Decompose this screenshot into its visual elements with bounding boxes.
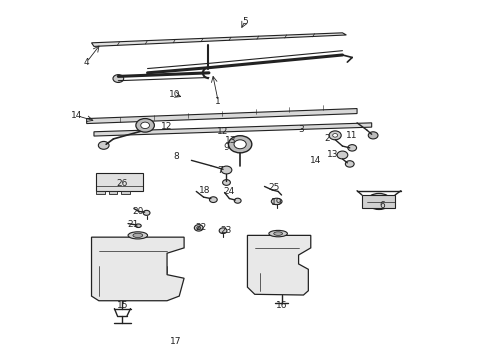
- Text: 17: 17: [170, 337, 182, 346]
- Text: 23: 23: [221, 226, 232, 235]
- Polygon shape: [92, 237, 184, 301]
- Ellipse shape: [269, 230, 288, 237]
- Text: 2: 2: [324, 134, 330, 143]
- Text: 12: 12: [218, 127, 229, 136]
- Bar: [109, 191, 117, 194]
- Ellipse shape: [337, 151, 348, 159]
- Text: 8: 8: [173, 152, 179, 161]
- Text: 20: 20: [132, 207, 144, 216]
- Bar: [362, 195, 395, 208]
- Bar: [121, 191, 129, 194]
- Polygon shape: [92, 33, 346, 46]
- Ellipse shape: [333, 134, 338, 137]
- Ellipse shape: [128, 232, 147, 239]
- Text: 1: 1: [215, 97, 221, 106]
- Text: 11: 11: [346, 131, 358, 140]
- Ellipse shape: [221, 166, 232, 174]
- Ellipse shape: [234, 140, 246, 149]
- Polygon shape: [87, 109, 357, 123]
- Ellipse shape: [371, 196, 387, 207]
- Text: 22: 22: [196, 222, 207, 231]
- Text: 4: 4: [84, 58, 90, 67]
- Bar: [97, 173, 143, 191]
- Polygon shape: [247, 235, 311, 295]
- Ellipse shape: [234, 198, 241, 203]
- Ellipse shape: [135, 224, 141, 228]
- Polygon shape: [94, 123, 372, 136]
- Ellipse shape: [209, 197, 217, 203]
- Ellipse shape: [98, 141, 109, 149]
- Text: 7: 7: [217, 166, 222, 175]
- Text: 5: 5: [242, 17, 248, 26]
- Text: 14: 14: [71, 111, 83, 120]
- Text: 16: 16: [276, 301, 287, 310]
- Ellipse shape: [274, 232, 283, 235]
- Ellipse shape: [222, 180, 230, 185]
- Ellipse shape: [345, 161, 354, 167]
- Text: 24: 24: [224, 187, 235, 196]
- Ellipse shape: [348, 145, 357, 151]
- Ellipse shape: [367, 193, 391, 210]
- Ellipse shape: [271, 198, 282, 204]
- Ellipse shape: [197, 226, 201, 229]
- Text: 13: 13: [327, 150, 339, 159]
- Text: 13: 13: [224, 136, 236, 145]
- Bar: [97, 191, 105, 194]
- Ellipse shape: [141, 122, 149, 129]
- Text: 19: 19: [271, 198, 282, 207]
- Ellipse shape: [368, 132, 378, 139]
- Text: 25: 25: [269, 183, 280, 192]
- Text: 21: 21: [127, 220, 139, 229]
- Text: 15: 15: [117, 301, 128, 310]
- Ellipse shape: [143, 210, 150, 215]
- Text: 6: 6: [380, 201, 385, 210]
- Text: 18: 18: [199, 186, 211, 195]
- Text: 26: 26: [117, 179, 128, 188]
- Ellipse shape: [329, 131, 341, 140]
- Text: 14: 14: [310, 156, 321, 165]
- Text: 12: 12: [161, 122, 173, 131]
- Ellipse shape: [113, 75, 123, 82]
- Text: 9: 9: [223, 143, 229, 152]
- Ellipse shape: [133, 233, 143, 238]
- Ellipse shape: [228, 136, 252, 153]
- Ellipse shape: [195, 225, 203, 231]
- Text: 3: 3: [298, 126, 304, 135]
- Ellipse shape: [136, 118, 154, 132]
- Ellipse shape: [219, 228, 227, 234]
- Text: 10: 10: [169, 90, 180, 99]
